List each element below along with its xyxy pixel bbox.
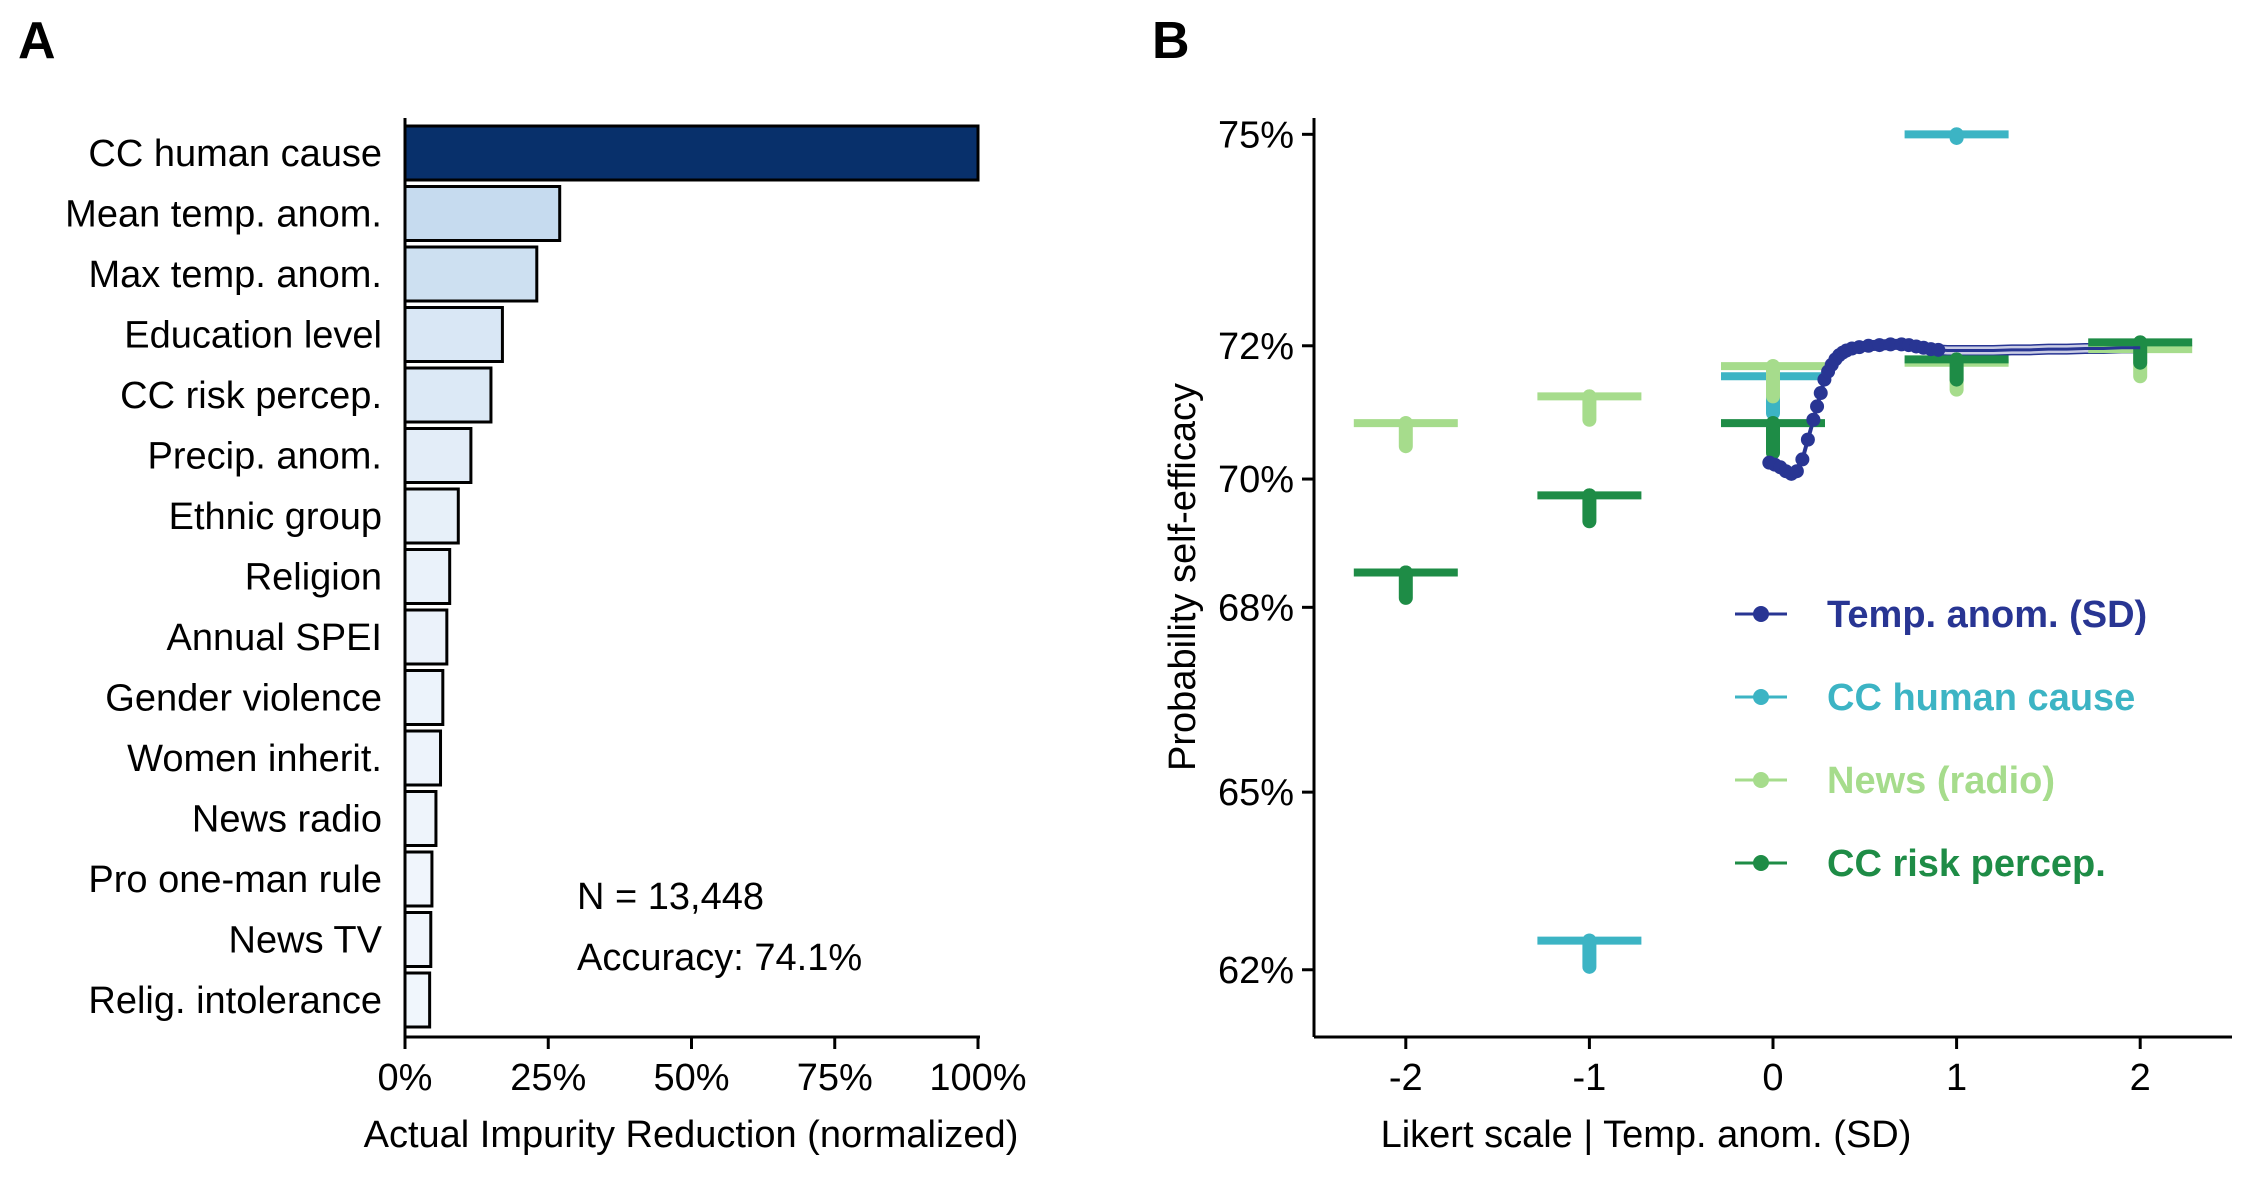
- bar-relig-intolerance: [403, 971, 432, 1029]
- category-label-annual-spei: Annual SPEI: [167, 617, 382, 659]
- panel-a-label: A: [18, 12, 56, 70]
- bar-precip-anom: [403, 427, 473, 484]
- y-axis-title: Probability self-efficacy: [1162, 383, 1204, 771]
- x-tick-label: 1: [1946, 1057, 1967, 1099]
- temp-anom-sd-point: [1810, 399, 1825, 414]
- legend-label-temp-anom-sd: Temp. anom. (SD): [1827, 594, 2147, 636]
- category-label-mean-temp-anom: Mean temp. anom.: [65, 194, 382, 236]
- legend-key-point: [1753, 855, 1769, 871]
- news-radio-point: [1398, 416, 1413, 431]
- bar-annual-spei: [403, 608, 449, 666]
- x-tick-label: 0%: [378, 1057, 433, 1099]
- bar-news-tv: [403, 911, 433, 968]
- bar-cc-risk-percep: [403, 366, 493, 424]
- legend-label-cc-risk-percep: CC risk percep.: [1827, 843, 2106, 885]
- cc-risk-percep-point: [1582, 488, 1597, 503]
- category-label-women-inherit: Women inherit.: [127, 738, 382, 780]
- legend-label-news-radio: News (radio): [1827, 760, 2055, 802]
- temp-anom-sd-point: [1789, 464, 1804, 479]
- sample-size-annotation: N = 13,448: [577, 876, 764, 918]
- bar-gender-violence: [403, 669, 445, 726]
- cc-human-cause-point: [1582, 933, 1597, 948]
- y-tick-label: 70%: [1218, 459, 1294, 501]
- accuracy-annotation: Accuracy: 74.1%: [577, 937, 862, 979]
- category-label-news-tv: News TV: [229, 920, 383, 962]
- bar-education-level: [403, 306, 504, 363]
- temp-anom-sd-point: [1806, 412, 1821, 427]
- y-axis-ticks: 62% 65% 68% 70% 72% 75%: [1218, 114, 1314, 992]
- category-label-precip-anom: Precip. anom.: [148, 436, 382, 478]
- legend: Temp. anom. (SD) CC human cause News (radi…: [1735, 594, 2147, 885]
- category-label-relig-intolerance: Relig. intolerance: [88, 980, 382, 1022]
- legend-key-point: [1753, 772, 1769, 788]
- category-label-ethnic-group: Ethnic group: [169, 496, 382, 538]
- cc-human-cause-point: [1949, 127, 1964, 142]
- temp-anom-sd-point: [1861, 338, 1876, 353]
- bar-religion: [403, 548, 452, 605]
- x-axis-title: Actual Impurity Reduction (normalized): [364, 1114, 1019, 1156]
- cc-risk-percep-point: [1766, 416, 1780, 431]
- temp-anom-sd-point: [1800, 432, 1815, 447]
- temp-anom-sd-point: [1931, 342, 1946, 357]
- category-label-news-radio: News radio: [192, 799, 382, 841]
- y-tick-label: 62%: [1218, 950, 1294, 992]
- temp-anom-sd-point: [1795, 452, 1810, 467]
- category-labels: CC human cause Mean temp. anom. Max temp. …: [65, 133, 382, 1022]
- temp-anom-sd-point: [1872, 338, 1887, 353]
- bars-group: [403, 124, 980, 1029]
- bar-news-radio: [403, 790, 438, 847]
- x-tick-label: 100%: [929, 1057, 1026, 1099]
- x-tick-label: 50%: [653, 1057, 729, 1099]
- bar-mean-temp-anom: [403, 185, 562, 242]
- x-tick-label: 75%: [797, 1057, 873, 1099]
- news-radio-point: [1582, 389, 1597, 404]
- category-label-max-temp-anom: Max temp. anom.: [88, 254, 382, 296]
- news-radio-point: [1766, 359, 1780, 374]
- bar-cc-human-cause: [403, 124, 980, 182]
- legend-key-point: [1753, 606, 1769, 622]
- bar-max-temp-anom: [403, 245, 539, 303]
- category-label-religion: Religion: [245, 557, 382, 599]
- temp-anom-sd-point: [1883, 337, 1898, 352]
- x-tick-label: 25%: [510, 1057, 586, 1099]
- category-label-cc-risk-percep: CC risk percep.: [120, 375, 382, 417]
- cc-risk-percep-point: [1398, 565, 1413, 580]
- bar-ethnic-group: [403, 487, 460, 545]
- effect-plot: 62% 65% 68% 70% 72% 75% -2 -1 0 1 2 Likert scale …: [1162, 114, 2232, 1156]
- category-label-education-level: Education level: [124, 315, 382, 357]
- panel-b-label: B: [1152, 12, 1190, 70]
- y-tick-label: 68%: [1218, 587, 1294, 629]
- bar-women-inherit: [403, 729, 443, 787]
- x-tick-label: -1: [1573, 1057, 1607, 1099]
- temp-anom-sd-point: [1813, 386, 1828, 401]
- category-label-pro-one-man-rule: Pro one-man rule: [88, 859, 382, 901]
- legend-key-point: [1753, 689, 1769, 705]
- cc-risk-percep-point: [2133, 335, 2148, 350]
- x-axis-ticks: 0% 25% 50% 75% 100%: [378, 1037, 1027, 1099]
- y-tick-label: 72%: [1218, 326, 1294, 368]
- cc-risk-percep-point: [1949, 352, 1964, 367]
- series-marks: [1353, 127, 2193, 974]
- x-axis-title: Likert scale | Temp. anom. (SD): [1381, 1114, 1912, 1156]
- category-label-cc-human-cause: CC human cause: [88, 133, 382, 175]
- legend-label-cc-human-cause: CC human cause: [1827, 677, 2135, 719]
- x-axis-ticks: -2 -1 0 1 2: [1389, 1037, 2151, 1099]
- x-tick-label: -2: [1389, 1057, 1423, 1099]
- importance-bar-chart: CC human cause Mean temp. anom. Max temp. …: [65, 118, 1027, 1156]
- y-tick-label: 75%: [1218, 114, 1294, 156]
- x-tick-label: 2: [2130, 1057, 2151, 1099]
- x-tick-label: 0: [1762, 1057, 1783, 1099]
- category-label-gender-violence: Gender violence: [105, 678, 382, 720]
- y-tick-label: 65%: [1218, 772, 1294, 814]
- bar-pro-one-man-rule: [403, 850, 434, 908]
